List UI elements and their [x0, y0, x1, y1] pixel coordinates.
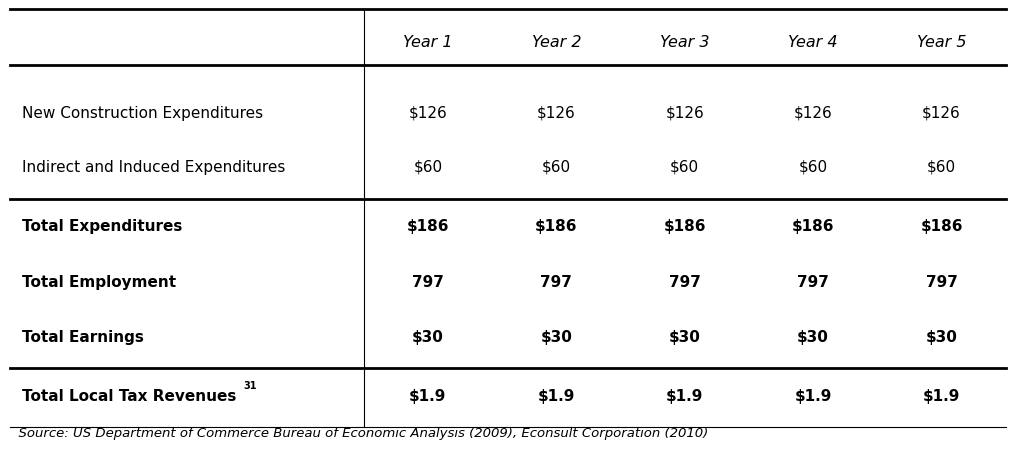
Text: $126: $126 — [793, 106, 832, 121]
Text: $186: $186 — [406, 219, 449, 234]
Text: $126: $126 — [408, 106, 447, 121]
Text: $1.9: $1.9 — [666, 389, 703, 405]
Text: $30: $30 — [411, 330, 444, 345]
Text: $60: $60 — [542, 160, 571, 175]
Text: $30: $30 — [669, 330, 701, 345]
Text: $1.9: $1.9 — [537, 389, 575, 405]
Text: 797: 797 — [798, 274, 829, 290]
Text: $30: $30 — [926, 330, 957, 345]
Text: Year 4: Year 4 — [788, 35, 838, 50]
Text: Year 3: Year 3 — [660, 35, 709, 50]
Text: $126: $126 — [923, 106, 961, 121]
Text: $1.9: $1.9 — [409, 389, 447, 405]
Text: $60: $60 — [414, 160, 442, 175]
Text: Total Local Tax Revenues: Total Local Tax Revenues — [22, 389, 237, 405]
Text: 797: 797 — [926, 274, 957, 290]
Text: 797: 797 — [411, 274, 444, 290]
Text: 797: 797 — [541, 274, 572, 290]
Text: Total Expenditures: Total Expenditures — [22, 219, 183, 234]
Text: $60: $60 — [671, 160, 699, 175]
Text: $1.9: $1.9 — [923, 389, 960, 405]
Text: New Construction Expenditures: New Construction Expenditures — [22, 106, 263, 121]
Text: Year 2: Year 2 — [531, 35, 581, 50]
Text: $126: $126 — [536, 106, 576, 121]
Text: Indirect and Induced Expenditures: Indirect and Induced Expenditures — [22, 160, 285, 175]
Text: $186: $186 — [920, 219, 963, 234]
Text: $60: $60 — [927, 160, 956, 175]
Text: $30: $30 — [798, 330, 829, 345]
Text: 797: 797 — [669, 274, 701, 290]
Text: 31: 31 — [244, 381, 257, 391]
Text: $186: $186 — [663, 219, 706, 234]
Text: Total Employment: Total Employment — [22, 274, 177, 290]
Text: Total Earnings: Total Earnings — [22, 330, 144, 345]
Text: Source: US Department of Commerce Bureau of Economic Analysis (2009), Econsult C: Source: US Department of Commerce Bureau… — [10, 427, 708, 440]
Text: $60: $60 — [799, 160, 828, 175]
Text: Year 5: Year 5 — [916, 35, 966, 50]
Text: $126: $126 — [665, 106, 704, 121]
Text: $1.9: $1.9 — [795, 389, 832, 405]
Text: Year 1: Year 1 — [403, 35, 452, 50]
Text: $30: $30 — [541, 330, 572, 345]
Text: $186: $186 — [535, 219, 577, 234]
Text: $186: $186 — [791, 219, 834, 234]
